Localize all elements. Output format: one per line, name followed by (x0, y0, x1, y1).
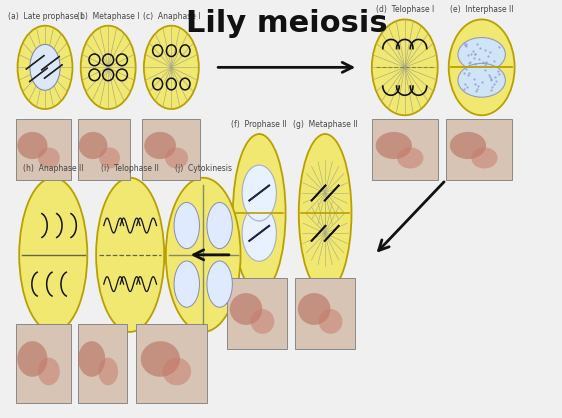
Ellipse shape (165, 148, 188, 168)
Ellipse shape (79, 132, 107, 159)
Text: Lily meiosis: Lily meiosis (186, 9, 387, 38)
Ellipse shape (207, 202, 232, 249)
Text: (b)  Metaphase I: (b) Metaphase I (77, 12, 139, 21)
Ellipse shape (458, 38, 505, 71)
Ellipse shape (397, 148, 423, 168)
Bar (228, 278, 287, 349)
Ellipse shape (251, 309, 274, 334)
Text: (e)  Interphase II: (e) Interphase II (450, 5, 514, 15)
Ellipse shape (298, 293, 330, 325)
Text: (h)  Anaphase II: (h) Anaphase II (23, 164, 84, 173)
Ellipse shape (450, 132, 486, 159)
Bar (78, 324, 128, 403)
Bar (135, 324, 207, 403)
Ellipse shape (233, 134, 285, 292)
Text: (a)  Late prophase I: (a) Late prophase I (7, 12, 83, 21)
Bar (142, 120, 200, 180)
Ellipse shape (19, 178, 87, 332)
Ellipse shape (174, 202, 200, 249)
Bar (372, 120, 438, 180)
Ellipse shape (17, 341, 47, 377)
Ellipse shape (242, 205, 277, 261)
Text: (c)  Anaphase I: (c) Anaphase I (143, 12, 200, 21)
Text: (f)  Prophase II: (f) Prophase II (232, 120, 287, 129)
Ellipse shape (17, 132, 47, 159)
Ellipse shape (372, 20, 438, 115)
Ellipse shape (375, 132, 412, 159)
Bar (296, 278, 355, 349)
Ellipse shape (166, 178, 241, 332)
Ellipse shape (458, 64, 505, 97)
Ellipse shape (38, 358, 60, 385)
Ellipse shape (144, 25, 199, 109)
Text: (j)  Cytokinesis: (j) Cytokinesis (175, 164, 232, 173)
Ellipse shape (471, 148, 497, 168)
Text: (g)  Metaphase II: (g) Metaphase II (293, 120, 357, 129)
Ellipse shape (230, 293, 262, 325)
Ellipse shape (140, 341, 180, 377)
Ellipse shape (448, 20, 515, 115)
Ellipse shape (162, 358, 191, 385)
Ellipse shape (78, 341, 105, 377)
Text: (i)  Telophase II: (i) Telophase II (101, 164, 159, 173)
Ellipse shape (174, 261, 200, 307)
Ellipse shape (242, 165, 277, 221)
Ellipse shape (30, 44, 60, 90)
Ellipse shape (98, 358, 118, 385)
Ellipse shape (81, 25, 135, 109)
Ellipse shape (207, 261, 232, 307)
Bar (16, 324, 71, 403)
Bar (446, 120, 512, 180)
Bar (16, 120, 71, 180)
Ellipse shape (319, 309, 342, 334)
Ellipse shape (96, 178, 164, 332)
Ellipse shape (144, 132, 176, 159)
Text: (d)  Telophase I: (d) Telophase I (375, 5, 434, 15)
Ellipse shape (99, 148, 120, 168)
Ellipse shape (299, 134, 351, 292)
Ellipse shape (38, 148, 60, 168)
Ellipse shape (17, 25, 72, 109)
Bar (78, 120, 130, 180)
